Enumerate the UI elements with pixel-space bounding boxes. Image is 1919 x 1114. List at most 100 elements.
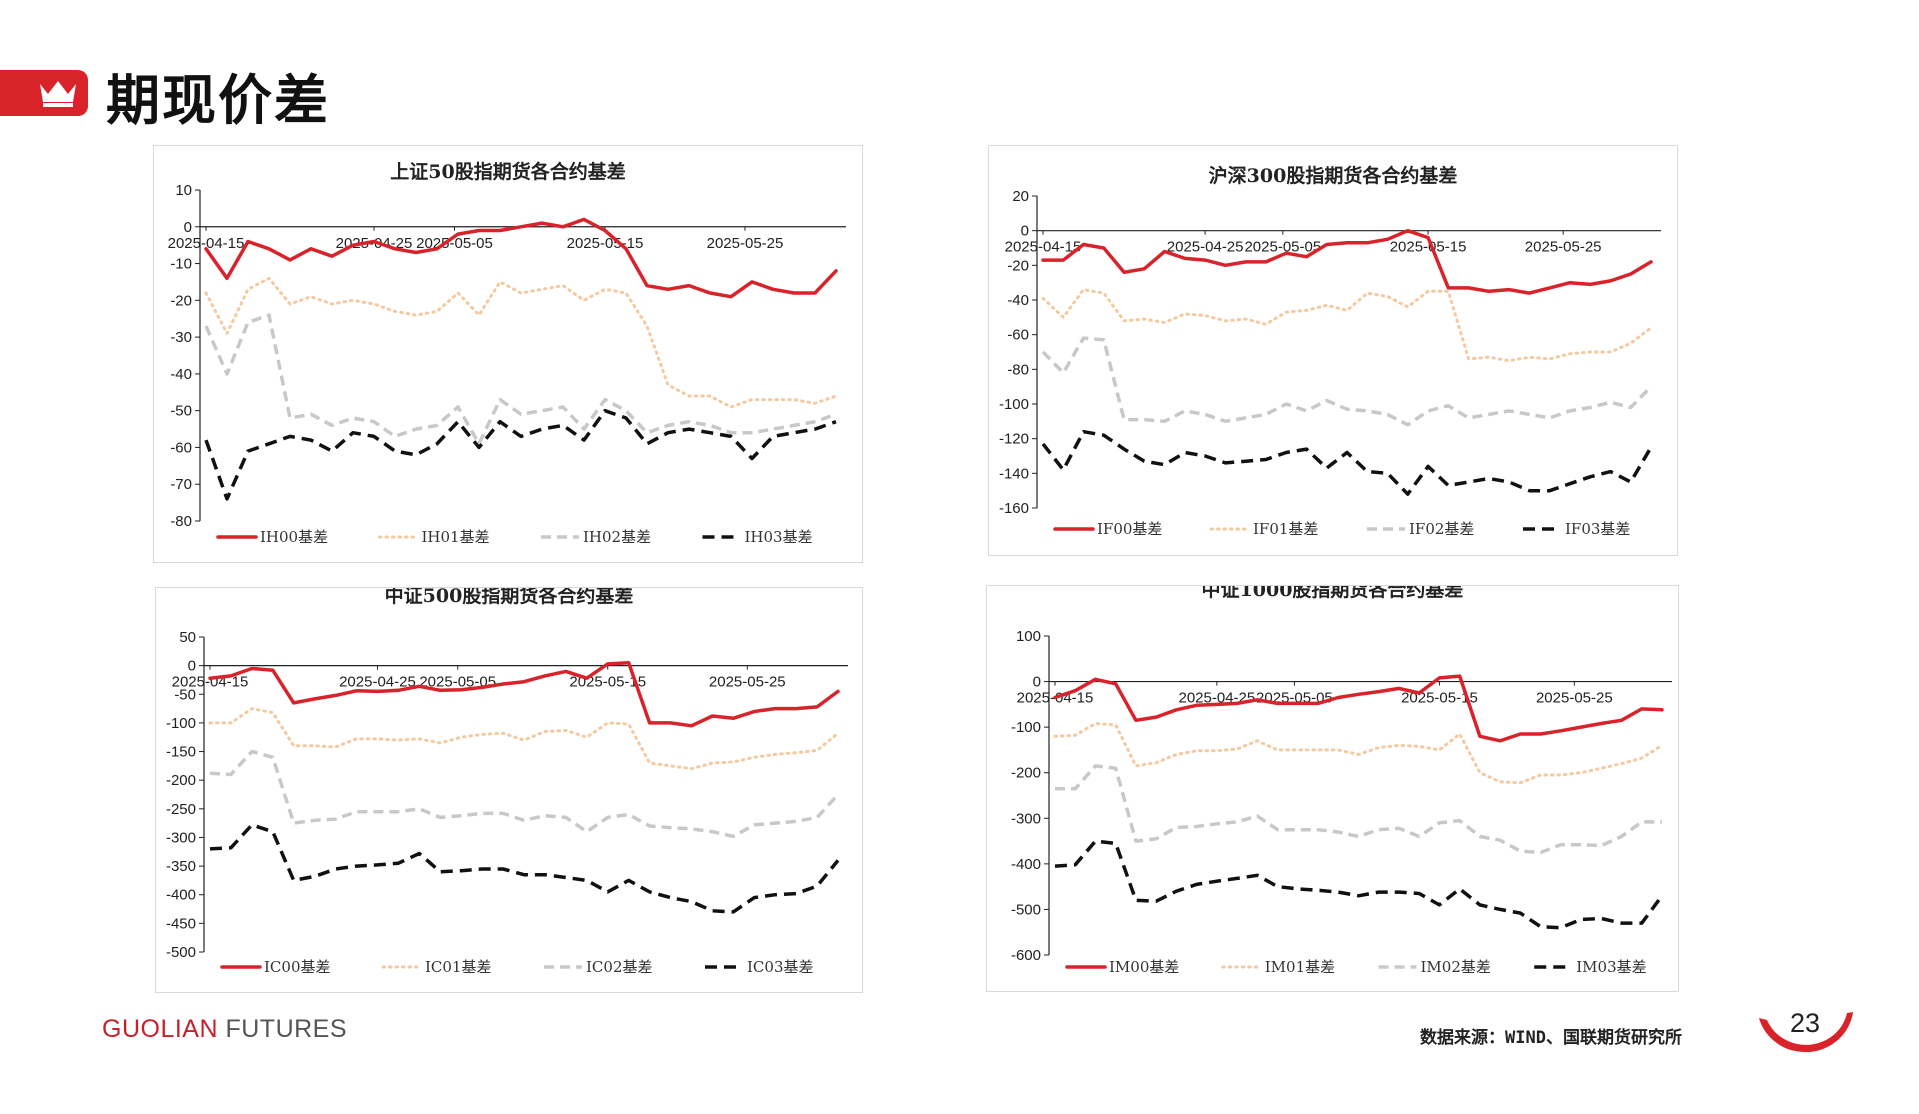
y-tick-label: -500 <box>166 944 196 961</box>
series-line-IF00基差 <box>1041 228 1653 295</box>
series-line-IH03基差 <box>204 408 837 501</box>
series-line-IF01基差 <box>1041 288 1653 363</box>
x-tick-label: 2025-05-25 <box>709 674 786 691</box>
series-line-IH00基差 <box>204 217 838 299</box>
y-tick-label: -70 <box>170 476 192 493</box>
legend-label: IH03基差 <box>745 528 813 546</box>
x-tick-label: 2025-05-25 <box>1536 690 1613 707</box>
y-tick-label: -100 <box>1011 719 1041 736</box>
y-tick-label: 0 <box>184 219 192 236</box>
y-tick-label: -40 <box>170 366 192 383</box>
y-tick-label: -60 <box>170 439 192 456</box>
chart-panel-sse50: 上证50股指期货各合约基差 10 0 -10 -20 -30 -40 -50 -60 -70 -80… <box>153 145 863 563</box>
legend-label: IH01基差 <box>422 528 490 546</box>
y-tick-label: -100 <box>166 715 196 732</box>
series-line-IH01基差 <box>204 276 838 409</box>
chart-title: 中证500股指期货各合约基差 <box>385 588 634 607</box>
y-tick-label: -200 <box>1011 765 1041 782</box>
data-source-note: 数据来源：WIND、国联期货研究所 <box>1420 1028 1682 1048</box>
chart-sse50: 上证50股指期货各合约基差 10 0 -10 -20 -30 -40 -50 -60 -70 -80… <box>168 160 846 546</box>
y-tick-label: -450 <box>166 915 196 932</box>
legend-label: IH02基差 <box>583 528 651 546</box>
page-title: 期现价差 <box>106 69 330 132</box>
y-tick-label: -50 <box>174 686 196 703</box>
y-tick-label: -20 <box>1007 257 1029 274</box>
chart-csi300: 沪深300股指期货各合约基差 20 0 -20 -40 -60 -80 -100 -120 -14… <box>999 164 1661 538</box>
crown-icon <box>40 81 76 107</box>
y-tick-label: -140 <box>999 465 1029 482</box>
x-tick-label: 2025-05-05 <box>1244 239 1321 256</box>
legend-label: IM03基差 <box>1576 958 1646 976</box>
x-tick-label: 2025-04-15 <box>172 674 249 691</box>
y-tick-label: -500 <box>1011 901 1041 918</box>
chart-title: 沪深300股指期货各合约基差 <box>1209 164 1458 187</box>
legend-label: IC00基差 <box>264 958 331 976</box>
x-tick-label: 2025-05-15 <box>1390 239 1467 256</box>
y-tick-label: -80 <box>170 513 192 530</box>
legend-label: IM01基差 <box>1265 958 1335 976</box>
series-line-IM03基差 <box>1054 839 1664 930</box>
series-line-IM01基差 <box>1053 722 1664 785</box>
y-tick-label: -300 <box>166 829 196 846</box>
chart-panel-csi1000: 中证1000股指期货各合约基差 100 0 -100 -200 -300 -400 -500 -… <box>986 585 1679 992</box>
y-tick-label: -120 <box>999 431 1029 448</box>
y-tick-label: -160 <box>999 500 1029 517</box>
series-line-IH02基差 <box>204 313 837 446</box>
y-tick-label: -30 <box>170 329 192 346</box>
y-tick-label: 10 <box>175 182 192 199</box>
y-tick-label: -300 <box>1011 810 1041 827</box>
series-line-IC01基差 <box>208 707 840 771</box>
series-line-IC02基差 <box>209 749 840 839</box>
legend-label: IF03基差 <box>1565 520 1630 538</box>
y-tick-label: 20 <box>1012 188 1029 205</box>
chart-csi1000: 中证1000股指期货各合约基差 100 0 -100 -200 -300 -400 -500 -… <box>1011 586 1672 976</box>
y-tick-label: 0 <box>1033 674 1041 691</box>
x-tick-label: 2025-04-25 <box>1167 239 1244 256</box>
x-tick-label: 2025-04-15 <box>168 235 245 252</box>
series-line-IC03基差 <box>209 823 840 914</box>
x-tick-label: 2025-05-25 <box>1525 239 1602 256</box>
y-tick-label: -100 <box>999 396 1029 413</box>
series-line-IC00基差 <box>208 661 840 728</box>
brand-sub: FUTURES <box>218 1015 348 1043</box>
legend-label: IM02基差 <box>1421 958 1491 976</box>
y-tick-label: -50 <box>170 403 192 420</box>
brand-main: GUOLIAN <box>102 1015 219 1043</box>
y-tick-label: -40 <box>1007 292 1029 309</box>
legend-label: IH00基差 <box>260 528 328 546</box>
chart-panel-csi500: 中证500股指期货各合约基差 50 0 -50 -100 -150 -200 -250 -300… <box>155 587 863 993</box>
y-tick-label: 100 <box>1016 628 1041 645</box>
y-tick-label: -10 <box>170 256 192 273</box>
y-tick-label: -80 <box>1007 361 1029 378</box>
x-tick-label: 2025-04-25 <box>339 674 416 691</box>
y-tick-label: -60 <box>1007 327 1029 344</box>
y-tick-label: -600 <box>1011 947 1041 964</box>
page-number-arc-decoration <box>1759 1012 1853 1053</box>
legend-label: IF02基差 <box>1409 520 1474 538</box>
legend-label: IC03基差 <box>747 958 814 976</box>
chart-panel-csi300: 沪深300股指期货各合约基差 20 0 -20 -40 -60 -80 -100 -120 -14… <box>988 145 1678 556</box>
y-tick-label: -20 <box>170 292 192 309</box>
x-tick-label: 2025-05-25 <box>707 235 784 252</box>
y-tick-label: -150 <box>166 744 196 761</box>
legend-label: IF00基差 <box>1097 520 1162 538</box>
y-tick-label: -400 <box>166 887 196 904</box>
brand-logo-text: GUOLIAN FUTURES <box>102 1015 347 1044</box>
series-line-IM02基差 <box>1055 764 1662 855</box>
series-line-IF02基差 <box>1041 336 1653 427</box>
x-tick-label: 2025-05-15 <box>567 235 644 252</box>
y-tick-label: 50 <box>179 629 196 646</box>
y-tick-label: -200 <box>166 772 196 789</box>
x-tick-label: 2025-04-15 <box>1005 239 1082 256</box>
legend-label: IF01基差 <box>1253 520 1318 538</box>
chart-title: 上证50股指期货各合约基差 <box>390 160 625 183</box>
y-tick-label: -350 <box>166 858 196 875</box>
legend-label: IC01基差 <box>425 958 492 976</box>
legend-label: IC02基差 <box>586 958 653 976</box>
legend-label: IM00基差 <box>1109 958 1179 976</box>
y-tick-label: 0 <box>1021 223 1029 240</box>
series-line-IM00基差 <box>1053 674 1664 743</box>
y-tick-label: -400 <box>1011 856 1041 873</box>
series-line-IF03基差 <box>1041 429 1653 496</box>
y-tick-label: -250 <box>166 801 196 818</box>
